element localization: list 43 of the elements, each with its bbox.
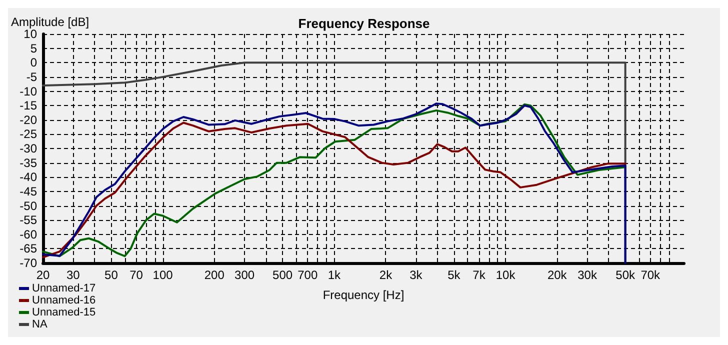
x-tick-label: 2k	[379, 268, 394, 282]
x-axis-title: Frequency [Hz]	[322, 288, 404, 302]
y-tick-label: -45	[20, 184, 38, 198]
y-tick-label: 10	[24, 27, 38, 41]
x-tick-label: 50	[104, 268, 118, 282]
x-tick-label: 7k	[472, 268, 486, 282]
legend-label: Unnamed-17	[32, 282, 96, 294]
y-tick-label: -35	[20, 156, 38, 170]
x-tick-label: 100	[152, 268, 174, 282]
y-tick-label: -65	[20, 242, 38, 256]
legend-label: Unnamed-15	[32, 306, 96, 318]
x-tick-label: 20	[36, 268, 50, 282]
x-tick-label: 10k	[496, 268, 516, 282]
y-tick-label: 0	[30, 56, 38, 70]
y-tick-label: -10	[20, 84, 38, 98]
y-tick-label: -50	[20, 198, 38, 213]
legend-label: Unnamed-16	[32, 294, 96, 306]
y-tick-label: -20	[20, 112, 38, 127]
y-tick-label: -70	[20, 256, 38, 270]
x-tick-label: 50k	[616, 268, 636, 282]
chart-title: Frequency Response	[298, 16, 430, 31]
x-tick-label: 20k	[547, 268, 568, 282]
y-tick-label: -60	[20, 227, 38, 242]
y-tick-label: -5	[26, 70, 38, 84]
y-tick-label: -25	[20, 127, 38, 142]
x-tick-label: 700	[298, 268, 318, 282]
x-tick-label: 500	[272, 268, 293, 282]
x-tick-label: 300	[234, 268, 255, 282]
x-tick-label: 30k	[578, 268, 598, 282]
x-tick-label: 200	[204, 268, 225, 282]
y-tick-label: 5	[30, 41, 38, 56]
y-tick-label: -30	[20, 142, 38, 156]
y-tick-label: -40	[20, 170, 38, 184]
x-tick-label: 70	[130, 268, 144, 282]
x-tick-label: 3k	[410, 268, 424, 282]
y-tick-label: -15	[20, 98, 38, 113]
x-tick-label: 5k	[448, 268, 462, 282]
x-tick-label: 1k	[328, 268, 342, 282]
x-tick-label: 70k	[640, 268, 662, 282]
legend-label: NA	[32, 318, 48, 330]
y-tick-label: -55	[20, 213, 38, 228]
x-tick-label: 30	[66, 268, 80, 282]
y-axis-title: Amplitude [dB]	[11, 15, 90, 29]
